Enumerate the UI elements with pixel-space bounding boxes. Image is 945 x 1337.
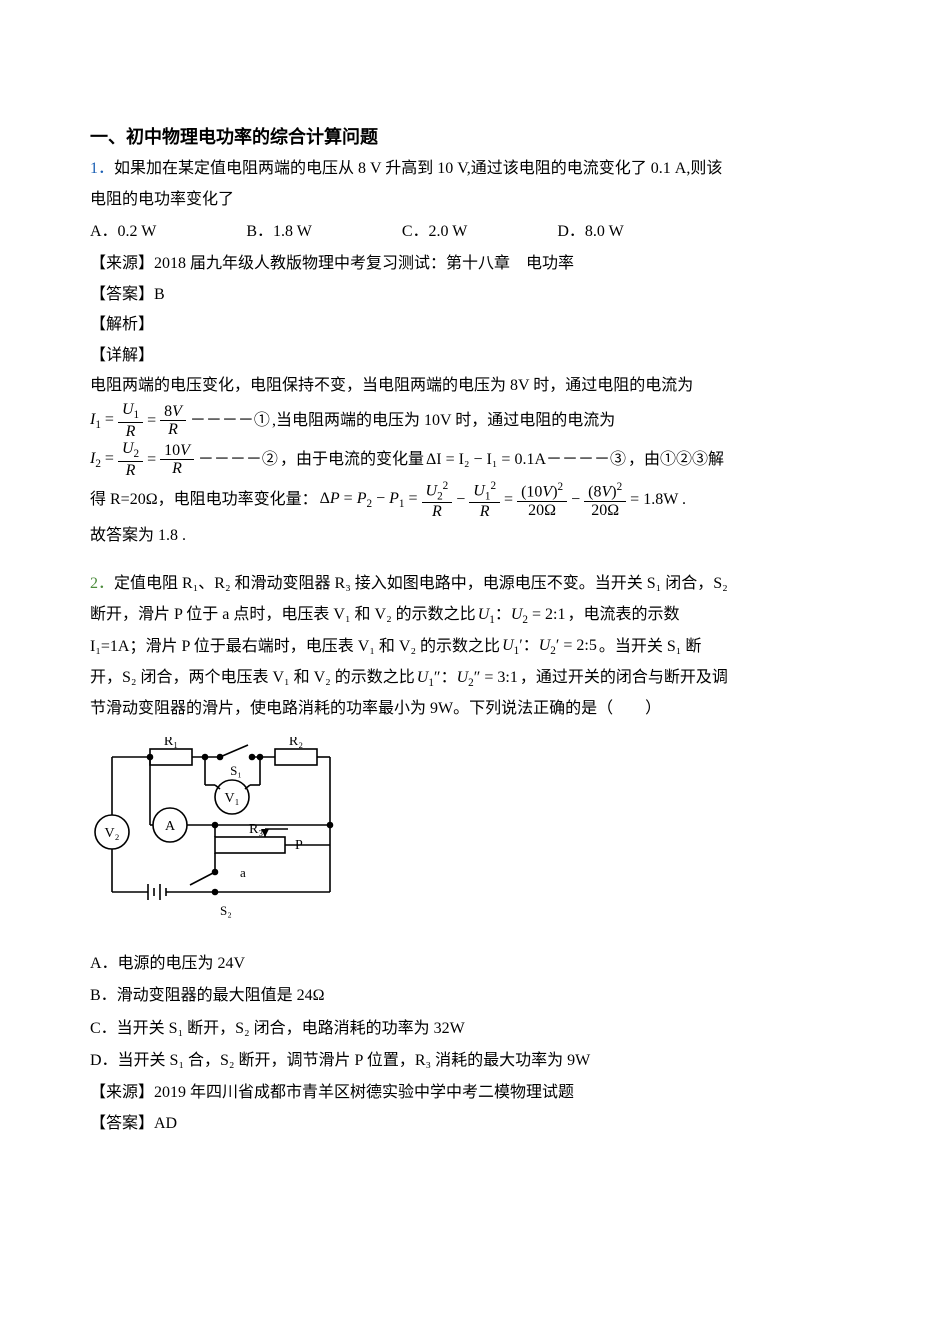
q2-l1: 定值电阻 R₁、R₂ 和滑动变阻器 R₃ 接入如图电路中，电源电压不变。当开关 … [114,575,728,592]
q1-line3b: ，由①②③解 [628,445,724,475]
q2-l4a: 开，S₂ 闭合，两个电压表 V₁ 和 V₂ 的示数之比 [90,663,415,693]
q1-optA: A．0.2 W [90,217,156,247]
q1-eq1-tail: －－－－① [190,406,270,436]
q2-ratio2: U1′：U2′ = 2:5 [502,631,597,662]
section-heading: 一、初中物理电功率的综合计算问题 [90,120,855,154]
circuit-diagram: V₂ R₁ S₁ R₂ V₁ A [90,737,855,943]
q1-line2: ,当电阻两端的电压为 10V 时，通过电阻的电流为 [272,406,615,436]
q2-optA: A．电源的电压为 24V [90,949,855,979]
q1-eq1: I1 = U1R = 8VR －－－－① ,当电阻两端的电压为 10V 时，通过… [90,401,855,440]
q1-optC: C．2.0 W [402,217,468,247]
q1-line1: 电阻两端的电压变化，电阻保持不变，当电阻两端的电压为 8V 时，通过电阻的电流为 [90,371,855,401]
svg-text:V₂: V₂ [105,826,120,841]
q2-optC: C．当开关 S₁ 断开，S₂ 闭合，电路消耗的功率为 32W [90,1014,855,1044]
svg-text:A: A [165,819,176,834]
q1-optB: B．1.8 W [246,217,312,247]
q1-dp-rhs: = 1.8W . [630,485,686,515]
svg-text:R₃: R₃ [249,822,263,837]
q2-l2a: 断开，滑片 P 位于 a 点时，电压表 V₁ 和 V₂ 的示数之比 [90,600,476,630]
q1-eq2-tail: －－－－② [198,445,278,475]
q1-eq-dp: 得 R=20Ω，电阻电功率变化量： ΔP = P2 − P1 = U22R − … [90,480,855,521]
q1-line3a: ，由于电流的变化量 [280,445,424,475]
q1-stem-b: 电阻的电功率变化了 [90,185,855,215]
circuit-svg: V₂ R₁ S₁ R₂ V₁ A [90,737,340,932]
q1-eq2: I2 = U2R = 10VR －－－－② ，由于电流的变化量 ΔI = I₂ … [90,440,855,479]
svg-text:R₁: R₁ [164,737,178,749]
q1-eq3: ΔI = I₂ − I₁ = 0.1A－－－－③ [426,445,626,475]
q2-ratio3: U1″：U2″ = 3:1 [417,663,518,694]
q1-stem-a: 如果加在某定值电阻两端的电压从 8 V 升高到 10 V,通过该电阻的电流变化了… [114,160,722,177]
q2-optD: D．当开关 S₁ 合，S₂ 断开，调节滑片 P 位置，R₃ 消耗的最大功率为 9… [90,1046,855,1076]
q2-l4b: ，通过开关的闭合与断开及调 [520,663,728,693]
q2-optB: B．滑动变阻器的最大阻值是 24Ω [90,981,855,1011]
q2-number: 2． [90,575,114,592]
q1-number: 1． [90,160,114,177]
q1-explain: 【解析】 [90,310,855,340]
svg-text:V₁: V₁ [225,791,240,806]
svg-text:S₂: S₂ [220,903,232,918]
svg-text:a: a [240,865,246,880]
q2-ratio1: U1：U2 = 2:1 [478,600,566,631]
svg-text:R₂: R₂ [289,737,303,749]
q2-l2b: ，电流表的示数 [567,600,679,630]
q2-l5: 节滑动变阻器的滑片，使电路消耗的功率最小为 9W。下列说法正确的是（ ） [90,694,855,724]
q2-l3b: 。当开关 S₁ 断 [599,632,701,662]
q1-options: A．0.2 W B．1.8 W C．2.0 W D．8.0 W [90,217,855,247]
q1-line4a: 得 R=20Ω，电阻电功率变化量： [90,485,318,515]
question-2: 2．定值电阻 R₁、R₂ 和滑动变阻器 R₃ 接入如图电路中，电源电压不变。当开… [90,569,855,599]
q2-answer: 【答案】AD [90,1109,855,1139]
q1-optD: D．8.0 W [557,217,623,247]
q1-detail: 【详解】 [90,341,855,371]
q1-final: 故答案为 1.8 . [90,521,855,551]
question-1: 1．如果加在某定值电阻两端的电压从 8 V 升高到 10 V,通过该电阻的电流变… [90,154,855,184]
q2-source: 【来源】2019 年四川省成都市青羊区树德实验中学中考二模物理试题 [90,1078,855,1108]
q2-l3a: I₁=1A；滑片 P 位于最右端时，电压表 V₁ 和 V₂ 的示数之比 [90,632,500,662]
q1-source: 【来源】2018 届九年级人教版物理中考复习测试：第十八章 电功率 [90,249,855,279]
svg-text:S₁: S₁ [230,763,242,778]
q1-answer: 【答案】B [90,280,855,310]
